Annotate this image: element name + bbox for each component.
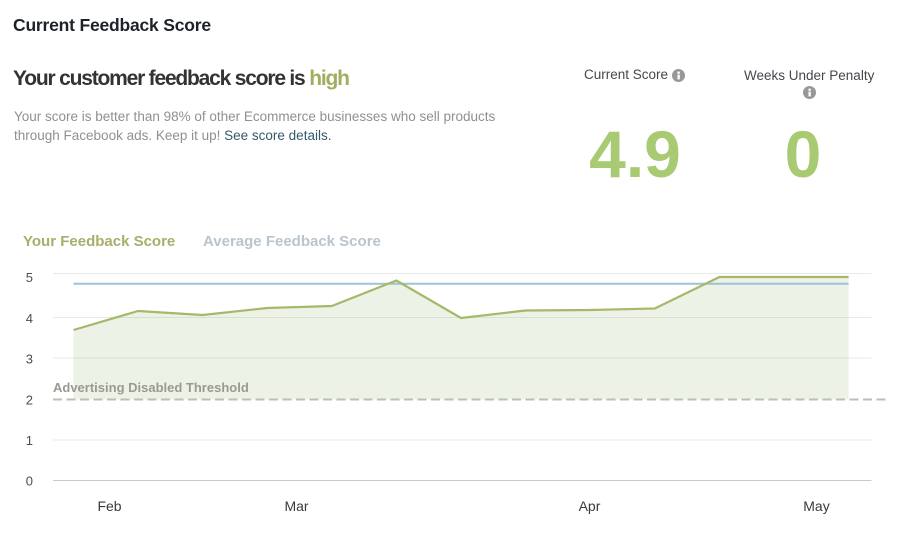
svg-text:Mar: Mar [284, 498, 308, 514]
svg-text:1: 1 [26, 433, 33, 448]
svg-text:Advertising Disabled Threshold: Advertising Disabled Threshold [53, 380, 249, 395]
svg-text:4: 4 [26, 311, 33, 326]
svg-text:5: 5 [26, 270, 33, 285]
svg-text:May: May [803, 498, 829, 514]
svg-text:2: 2 [26, 392, 33, 407]
svg-text:3: 3 [26, 352, 33, 367]
svg-text:Feb: Feb [97, 498, 121, 514]
svg-text:0: 0 [26, 474, 33, 489]
svg-text:Apr: Apr [579, 498, 601, 514]
